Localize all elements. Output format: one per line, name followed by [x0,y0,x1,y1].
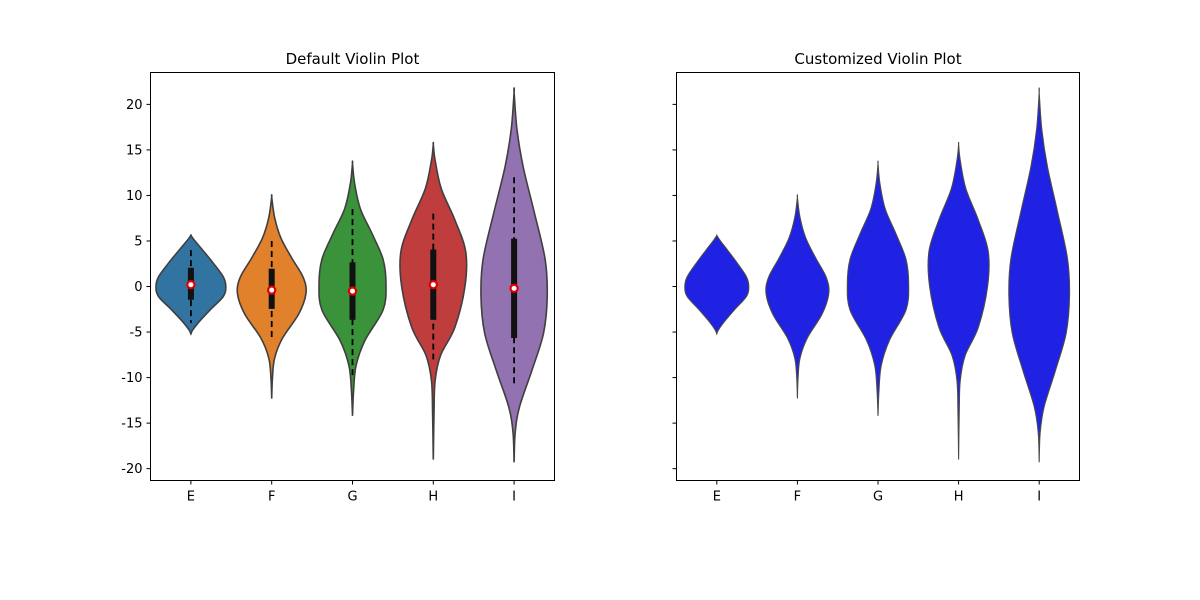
default-ytick-label: 20 [126,98,143,113]
default-violin-panel: Default Violin Plot [150,50,555,481]
customized-violin-i [1008,87,1071,463]
customized-violin-f [765,194,830,399]
customized-xtick-label: F [794,490,801,505]
default-plot-area [155,87,549,463]
customized-plot-area [684,87,1071,463]
default-xtick-label: G [347,490,357,505]
default-median-marker-i [509,283,519,294]
default-median-marker-f [267,285,277,295]
customized-xtick-label: G [873,490,883,505]
default-xtick-label: I [512,490,516,505]
default-xtick-label: E [187,490,195,505]
customized-xtick-label: H [954,490,964,505]
default-xtick-label: F [268,490,275,505]
customized-xtick-label: I [1037,490,1041,505]
default-xtick-label: H [428,490,438,505]
default-ytick-label: -20 [121,462,142,477]
default-ytick-label: -10 [121,371,142,386]
customized-violin-e [684,234,750,336]
default-ytick-label: 0 [134,280,142,295]
default-ytick-label: 5 [134,234,142,249]
customized-violin-h [927,141,990,460]
customized-xtick-label: E [713,490,721,505]
default-ytick-label: 10 [126,189,143,204]
default-chart-title: Default Violin Plot [286,50,420,68]
customized-violin-g [846,160,910,416]
default-median-marker-e [186,279,196,290]
default-ytick-label: -15 [121,417,142,432]
default-ytick-label: 15 [126,143,143,158]
default-median-marker-g [347,286,358,296]
customized-chart-title: Customized Violin Plot [794,50,961,68]
default-ytick-label: -5 [130,326,143,341]
customized-violin-panel: Customized Violin Plot [676,50,1080,481]
default-median-marker-h [428,279,438,290]
